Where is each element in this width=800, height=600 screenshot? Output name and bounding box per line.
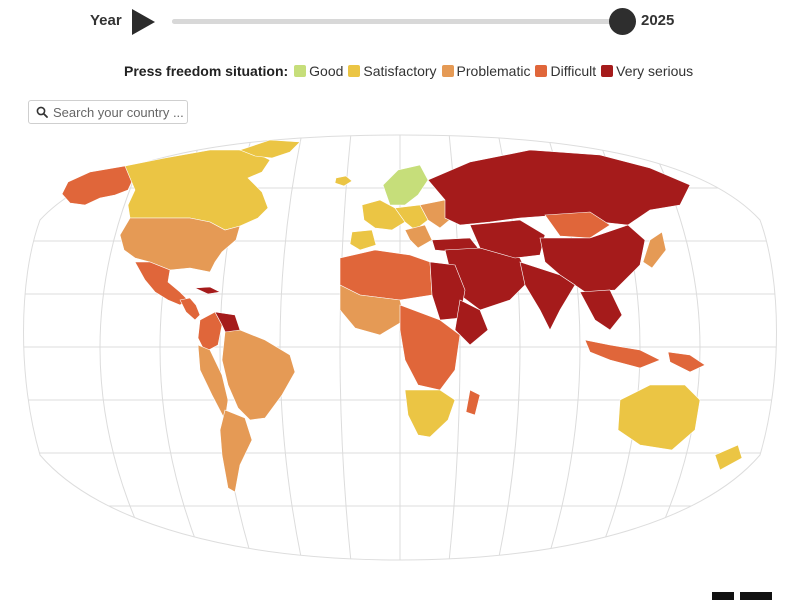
legend-label-difficult: Difficult — [550, 63, 597, 79]
region-western-europe — [361, 199, 406, 231]
region-united-states — [119, 217, 241, 273]
region-scandinavia — [382, 164, 429, 206]
search-icon — [36, 106, 48, 118]
region-alaska — [61, 165, 136, 206]
region-indonesia — [584, 339, 661, 369]
legend-item-satisfactory[interactable]: Satisfactory — [348, 63, 437, 79]
region-argentina — [219, 409, 253, 493]
region-papua-new-guinea — [667, 351, 706, 373]
legend-title: Press freedom situation: — [124, 63, 289, 79]
graticule-meridian — [279, 135, 303, 560]
region-andes — [197, 344, 229, 421]
region-west-africa — [339, 284, 406, 336]
legend-swatch-satisfactory — [348, 65, 361, 77]
region-horn-of-africa — [454, 299, 489, 346]
region-japan — [642, 231, 667, 269]
legend-label-very-serious: Very serious — [616, 63, 694, 79]
region-mongolia — [544, 211, 611, 239]
play-icon — [132, 9, 155, 35]
region-central-asia — [469, 219, 546, 259]
legend-label-problematic: Problematic — [456, 63, 531, 79]
region-iceland — [334, 175, 353, 187]
legend-swatch-good — [294, 65, 307, 77]
graticule-meridian — [339, 135, 352, 560]
legend-item-problematic[interactable]: Problematic — [441, 63, 531, 79]
graticule-meridian — [99, 135, 155, 560]
region-eastern-europe — [419, 199, 453, 229]
legend-swatch-very-serious — [601, 65, 614, 77]
year-slider-fill — [172, 19, 622, 24]
region-australia — [617, 384, 701, 451]
region-new-zealand — [714, 444, 743, 471]
region-balkans — [404, 224, 433, 249]
legend-item-good[interactable]: Good — [294, 63, 343, 79]
region-greenland — [239, 139, 301, 159]
year-slider-track[interactable] — [172, 19, 622, 24]
legend-label-satisfactory: Satisfactory — [363, 63, 437, 79]
region-brazil — [221, 329, 296, 421]
legend-swatch-problematic — [441, 65, 454, 77]
region-southern-africa — [404, 389, 456, 438]
brand-logo — [712, 592, 772, 600]
region-iberia — [349, 229, 377, 251]
countries[interactable] — [61, 139, 743, 493]
legend-swatch-difficult — [535, 65, 548, 77]
legend-item-difficult[interactable]: Difficult — [535, 63, 596, 79]
year-label: Year — [90, 12, 122, 29]
legend-label-good: Good — [309, 63, 344, 79]
search-input[interactable] — [53, 104, 183, 120]
region-central-europe — [394, 204, 429, 231]
region-india — [519, 261, 576, 331]
country-search[interactable] — [28, 100, 188, 124]
legend: Press freedom situation: Good Satisfacto… — [124, 62, 698, 80]
region-cuba — [194, 286, 221, 295]
year-value: 2025 — [641, 12, 675, 29]
play-button[interactable] — [130, 9, 156, 35]
region-southeast-asia — [579, 289, 623, 331]
region-china — [539, 224, 646, 293]
legend-item-very-serious[interactable]: Very serious — [601, 63, 693, 79]
world-map[interactable] — [0, 125, 800, 600]
region-central-america — [179, 297, 201, 321]
year-slider-thumb[interactable] — [609, 8, 636, 35]
region-madagascar — [465, 389, 481, 416]
year-controls: Year 2025 — [0, 0, 800, 44]
